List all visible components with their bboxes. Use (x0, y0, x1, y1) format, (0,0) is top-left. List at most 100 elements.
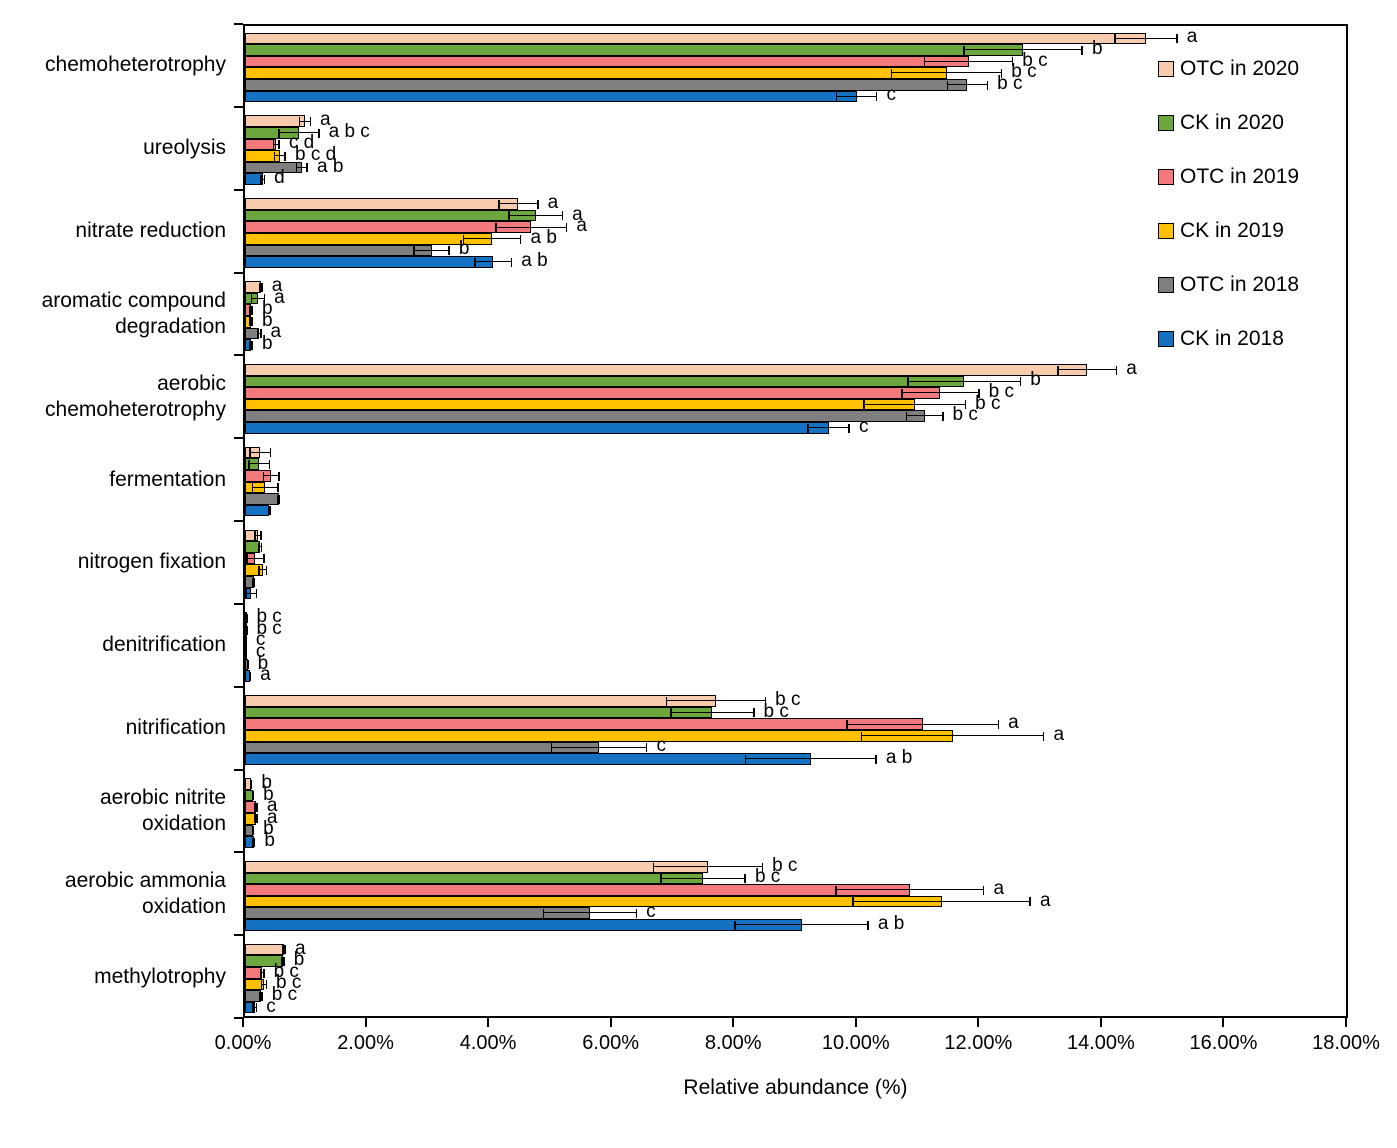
significance-letters: b (261, 298, 273, 320)
bar-otc-in-2020-aerobic-chemoheterotrophy (245, 363, 1088, 376)
significance-letters: a b (521, 250, 548, 272)
error-bar-cap-left (249, 305, 251, 315)
bar-otc-in-2020-nitrate-reduction (245, 198, 519, 210)
error-bar-cap-right (250, 779, 253, 789)
error-bar-cap-right (284, 151, 286, 161)
error-bar-cap-left (835, 92, 838, 102)
x-axis-tick-label: 14.00% (1066, 1032, 1135, 1054)
significance-letters: b (1091, 38, 1103, 60)
error-bar-cap-right (753, 708, 755, 718)
error-bar (258, 542, 263, 552)
significance-letters: b (458, 238, 470, 260)
significance-letters: c (858, 415, 869, 437)
error-bar-cap-right (997, 720, 1000, 730)
error-bar-cap-left (923, 57, 926, 67)
significance-letters: a (572, 203, 583, 225)
x-axis-tick (487, 1018, 490, 1027)
y-axis-category-label-aerobic-ammonia-oxidation: aerobic ammonia oxidation (64, 868, 226, 918)
error-bar-cap-left (462, 234, 465, 244)
error-bar (852, 897, 1031, 907)
bar-ck-in-2019-aerobic-chemoheterotrophy (245, 398, 915, 411)
significance-letters: b c (273, 960, 299, 982)
error-bar (256, 329, 262, 339)
error-bar (734, 920, 869, 930)
significance-letters: a b (877, 912, 905, 934)
significance-letters: b (293, 949, 305, 971)
error-bar-cap-right (764, 696, 767, 706)
error-bar-cap-left (278, 128, 280, 138)
y-axis-category-label-nitrification: nitrification (125, 716, 226, 740)
error-bar-cap-right (260, 329, 262, 339)
x-axis-tick-label: 0.00% (214, 1032, 272, 1054)
error-bar (260, 980, 267, 990)
legend-label-ck-in-2019: CK in 2019 (1180, 219, 1284, 242)
error-bar (249, 448, 272, 458)
error-bar (254, 802, 258, 812)
legend-item-ck-in-2019: CK in 2019 (1158, 219, 1284, 242)
error-bar-cap-right (565, 223, 568, 233)
error-bar-cap-right (245, 614, 248, 623)
error-bar (248, 672, 252, 681)
bar-otc-in-2018-nitrification (245, 741, 600, 754)
error-bar (281, 956, 285, 966)
error-bar-cap-left (905, 411, 908, 421)
y-axis-category-label-aerobic-nitrite-oxidation: aerobic nitrite oxidation (99, 785, 226, 835)
error-bar (245, 614, 248, 623)
significance-letters: a (270, 321, 282, 343)
error-bar (249, 779, 253, 789)
error-bar-cap-right (269, 448, 272, 458)
error-bar (298, 117, 312, 126)
error-bar-cap-right (1000, 68, 1003, 78)
error-bar-cap-left (249, 317, 251, 327)
error-bar-cap-left (495, 223, 497, 233)
error-bar-cap-right (252, 791, 255, 801)
error-bar (259, 991, 263, 1001)
error-bar-cap-right (510, 257, 513, 267)
x-axis-tick-label: 10.00% (821, 1032, 890, 1054)
significance-letters: a (1186, 26, 1198, 48)
error-bar-cap-left (670, 708, 672, 718)
legend-swatch-ck-in-2019 (1158, 223, 1174, 239)
error-bar-cap-left (252, 1003, 254, 1013)
error-bar-cap-left (277, 494, 279, 504)
error-bar (665, 696, 767, 706)
error-bar-cap-right (253, 577, 255, 587)
error-bar (252, 1003, 258, 1013)
error-bar-cap-left (258, 565, 260, 575)
y-axis-tick (234, 768, 243, 771)
error-bar-cap-left (273, 151, 276, 161)
legend-label-otc-in-2018: OTC in 2018 (1180, 273, 1300, 296)
error-bar-cap-right (265, 980, 267, 990)
y-axis-tick (234, 354, 243, 357)
error-bar-cap-left (846, 720, 848, 730)
y-axis-tick (234, 1017, 243, 1019)
significance-letters: b (261, 333, 273, 355)
y-axis-tick (234, 105, 243, 108)
significance-letters: b c (763, 700, 789, 722)
y-axis-category-label-nitrate-reduction: nitrate reduction (75, 219, 226, 243)
error-bar (251, 837, 256, 847)
significance-letters: c (646, 901, 656, 923)
error-bar (890, 68, 1003, 78)
error-bar (248, 459, 271, 469)
error-bar (250, 294, 266, 304)
error-bar (259, 968, 265, 978)
error-bar-cap-right (252, 826, 255, 836)
error-bar-cap-left (901, 388, 903, 398)
error-bar-cap-right (260, 542, 263, 552)
error-bar (259, 282, 263, 292)
error-bar-cap-right (1042, 731, 1045, 741)
x-axis-tick (364, 1018, 367, 1027)
error-bar (508, 211, 564, 221)
error-bar (251, 826, 255, 836)
legend-swatch-otc-in-2020 (1158, 61, 1174, 77)
error-bar-cap-left (254, 802, 256, 812)
error-bar (245, 625, 248, 635)
error-bar-cap-right (277, 483, 279, 493)
error-bar-cap-left (248, 672, 251, 681)
error-bar (245, 589, 258, 599)
error-bar (252, 577, 255, 587)
error-bar (249, 317, 253, 327)
error-bar-cap-left (258, 542, 260, 552)
legend-swatch-otc-in-2019 (1158, 169, 1174, 185)
